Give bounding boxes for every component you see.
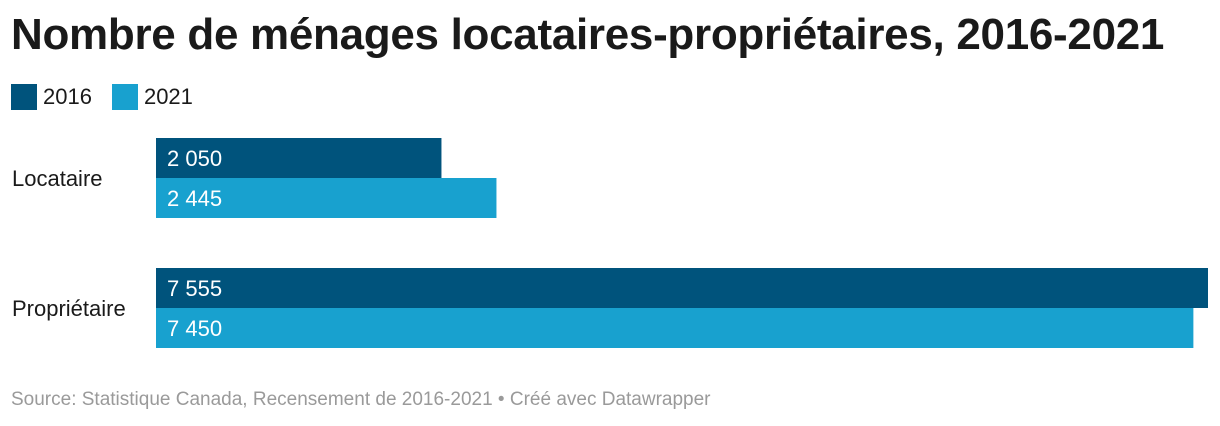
- value-label: 7 555: [167, 276, 222, 301]
- legend-label-2016: 2016: [43, 84, 92, 109]
- category-label: Locataire: [12, 166, 103, 191]
- bar-2021-1: [156, 308, 1194, 348]
- bar-2016-1: [156, 268, 1208, 308]
- category-label: Propriétaire: [12, 296, 126, 321]
- legend-item-2016: 2016: [11, 84, 92, 110]
- value-label: 2 050: [167, 146, 222, 171]
- source-note: Source: Statistique Canada, Recensement …: [11, 389, 711, 410]
- bar-2021-0: [156, 178, 497, 218]
- bar-2016-0: [156, 138, 442, 178]
- value-label: 2 445: [167, 186, 222, 211]
- legend-swatch-2021: [111, 84, 138, 110]
- legend-label-2021: 2021: [143, 84, 193, 109]
- legend-item-2021: 2021: [111, 84, 193, 110]
- chart-title: Nombre de ménages locataires-propriétair…: [11, 10, 1165, 59]
- value-label: 7 450: [167, 316, 222, 341]
- legend: 2016 2021: [11, 84, 213, 110]
- legend-swatch-2016: [11, 84, 37, 110]
